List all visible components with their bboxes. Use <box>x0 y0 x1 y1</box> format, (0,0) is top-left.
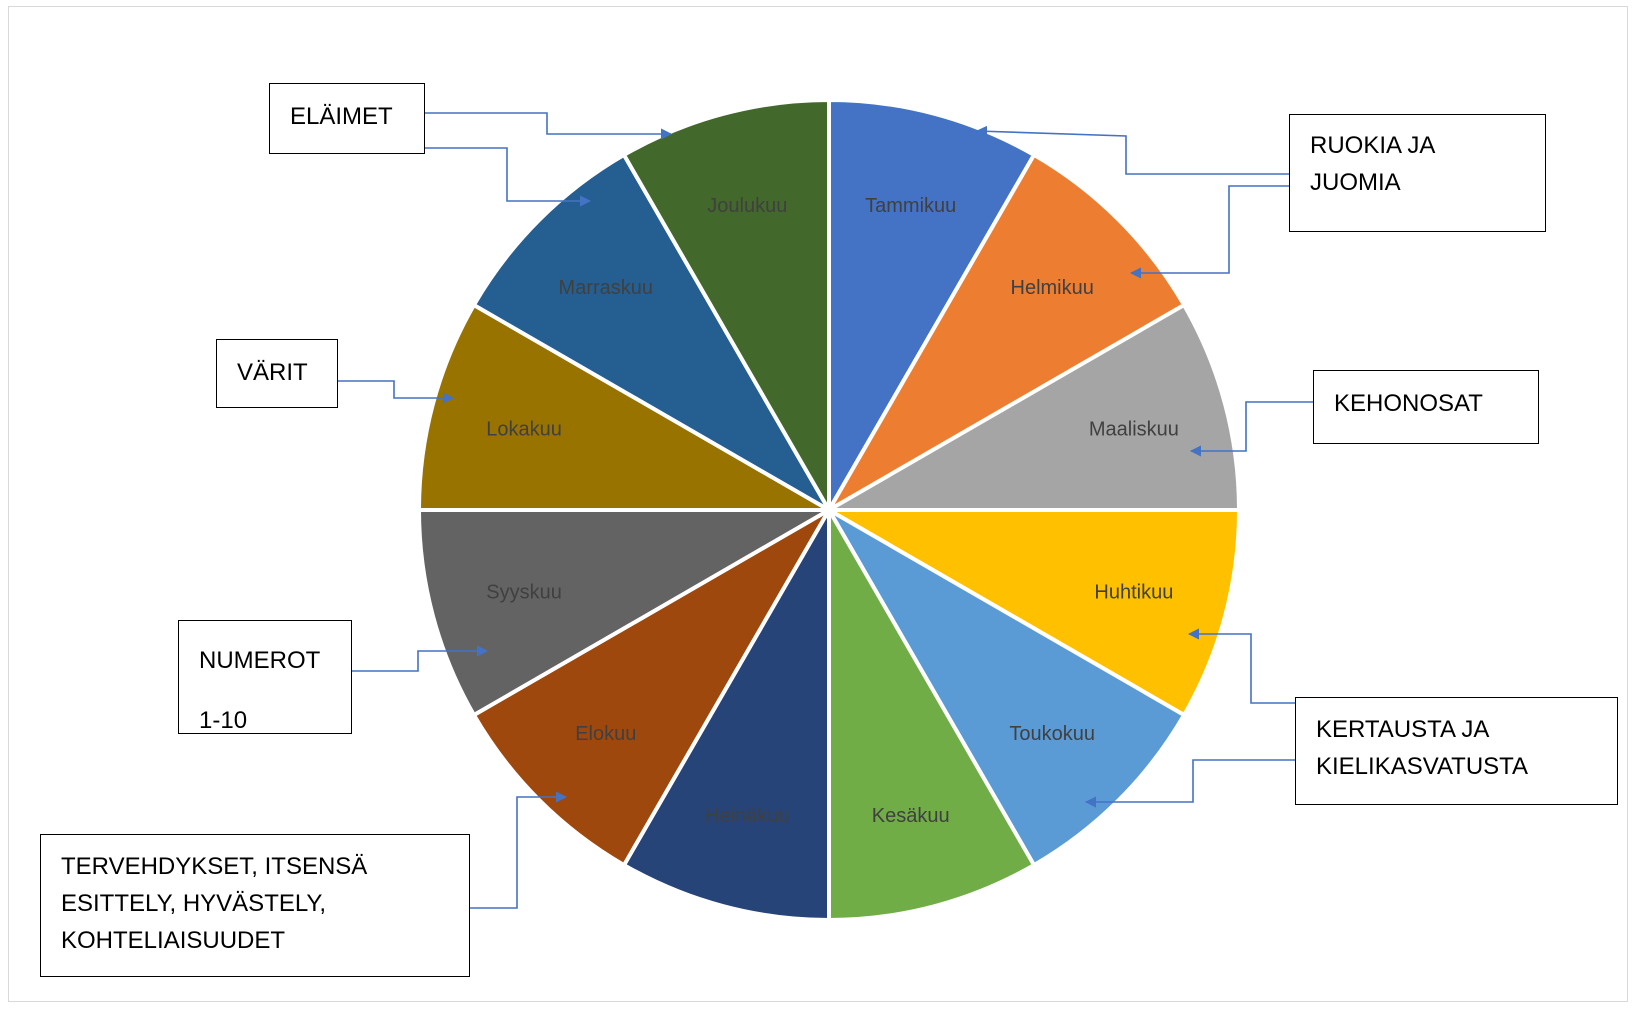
callout-varit: VÄRIT <box>216 339 338 408</box>
callout-ruokia-ja-juomia: RUOKIA JA JUOMIA <box>1289 114 1546 232</box>
pie-slice-labels: Tammikuu Helmikuu Maaliskuu Huhtikuu Toukoku… <box>486 195 1179 827</box>
callout-tervehdykset-line-3: KOHTELIAISUUDET <box>61 927 286 954</box>
slice-label-joulukuu: Joulukuu <box>707 195 787 217</box>
callout-tervehdykset: TERVEHDYKSET, ITSENSÄ ESITTELY, HYVÄSTEL… <box>40 834 470 977</box>
pie-slice-kesäkuu <box>827 502 1037 923</box>
pie-slice-lokakuu <box>416 302 837 512</box>
pie-slice-heinäkuu <box>621 502 831 923</box>
slice-label-heinäkuu: Heinäkuu <box>705 805 790 827</box>
callout-numerot: NUMEROT 1-10 <box>178 620 352 734</box>
pie-slice-elokuu <box>471 504 835 868</box>
slice-label-kesäkuu: Kesäkuu <box>872 805 950 827</box>
slice-label-elokuu: Elokuu <box>575 723 636 745</box>
arrow-numerot-syyskuu <box>352 645 489 672</box>
arrow-elaimet-joulukuu <box>425 112 673 140</box>
callout-elaimet: ELÄIMET <box>269 83 425 154</box>
arrow-tervehdykset-elokuu <box>470 791 568 909</box>
callout-ruokia-line-2: JUOMIA <box>1310 169 1401 196</box>
pie-slice-marraskuu <box>471 152 835 516</box>
callout-connectors <box>338 112 1313 909</box>
slice-label-lokakuu: Lokakuu <box>486 418 562 440</box>
callout-elaimet-line-1: ELÄIMET <box>290 103 393 130</box>
arrow-ruokia-helmikuu <box>1129 185 1289 279</box>
slice-label-toukokuu: Toukokuu <box>1009 723 1095 745</box>
arrow-ruokia-tammikuu <box>975 125 1289 175</box>
pie-slice-huhtikuu <box>821 508 1242 718</box>
chart-frame <box>8 6 1628 1002</box>
pie-slice-joulukuu <box>621 97 831 518</box>
callout-kehonosat: KEHONOSAT <box>1313 370 1539 444</box>
callout-tervehdykset-line-1: TERVEHDYKSET, ITSENSÄ <box>61 853 368 880</box>
callout-kehonosat-line-1: KEHONOSAT <box>1334 390 1483 417</box>
pie-slice-helmikuu <box>823 152 1187 516</box>
arrow-kertausta-huhtikuu <box>1187 628 1295 704</box>
slice-label-maaliskuu: Maaliskuu <box>1089 418 1179 440</box>
callout-tervehdykset-line-2: ESITTELY, HYVÄSTELY, <box>61 890 327 917</box>
callout-kertausta-line-1: KERTAUSTA JA <box>1316 716 1490 743</box>
arrow-elaimet-marraskuu <box>425 147 592 207</box>
pie-slice-toukokuu <box>823 504 1187 868</box>
slice-label-marraskuu: Marraskuu <box>559 277 653 299</box>
callout-varit-line-1: VÄRIT <box>237 359 308 386</box>
slice-label-huhtikuu: Huhtikuu <box>1094 582 1173 604</box>
pie-slices <box>416 97 1242 923</box>
callout-numerot-line-2: 1-10 <box>199 707 248 734</box>
callout-kertausta-line-2: KIELIKASVATUSTA <box>1316 753 1529 780</box>
arrow-varit-lokakuu <box>338 380 455 404</box>
callout-kertausta: KERTAUSTA JA KIELIKASVATUSTA <box>1295 697 1618 805</box>
callout-numerot-line-1: NUMEROT <box>199 647 321 674</box>
slice-label-tammikuu: Tammikuu <box>865 195 956 217</box>
pie-slice-syyskuu <box>416 508 837 718</box>
pie-slice-tammikuu <box>827 97 1037 518</box>
callout-ruokia-line-1: RUOKIA JA <box>1310 132 1436 159</box>
arrow-kertausta-toukokuu <box>1084 759 1295 808</box>
slice-label-syyskuu: Syyskuu <box>486 582 562 604</box>
arrow-kehonosat-maaliskuu <box>1189 401 1313 457</box>
slice-label-helmikuu: Helmikuu <box>1011 277 1094 299</box>
pie-slice-maaliskuu <box>821 302 1242 512</box>
